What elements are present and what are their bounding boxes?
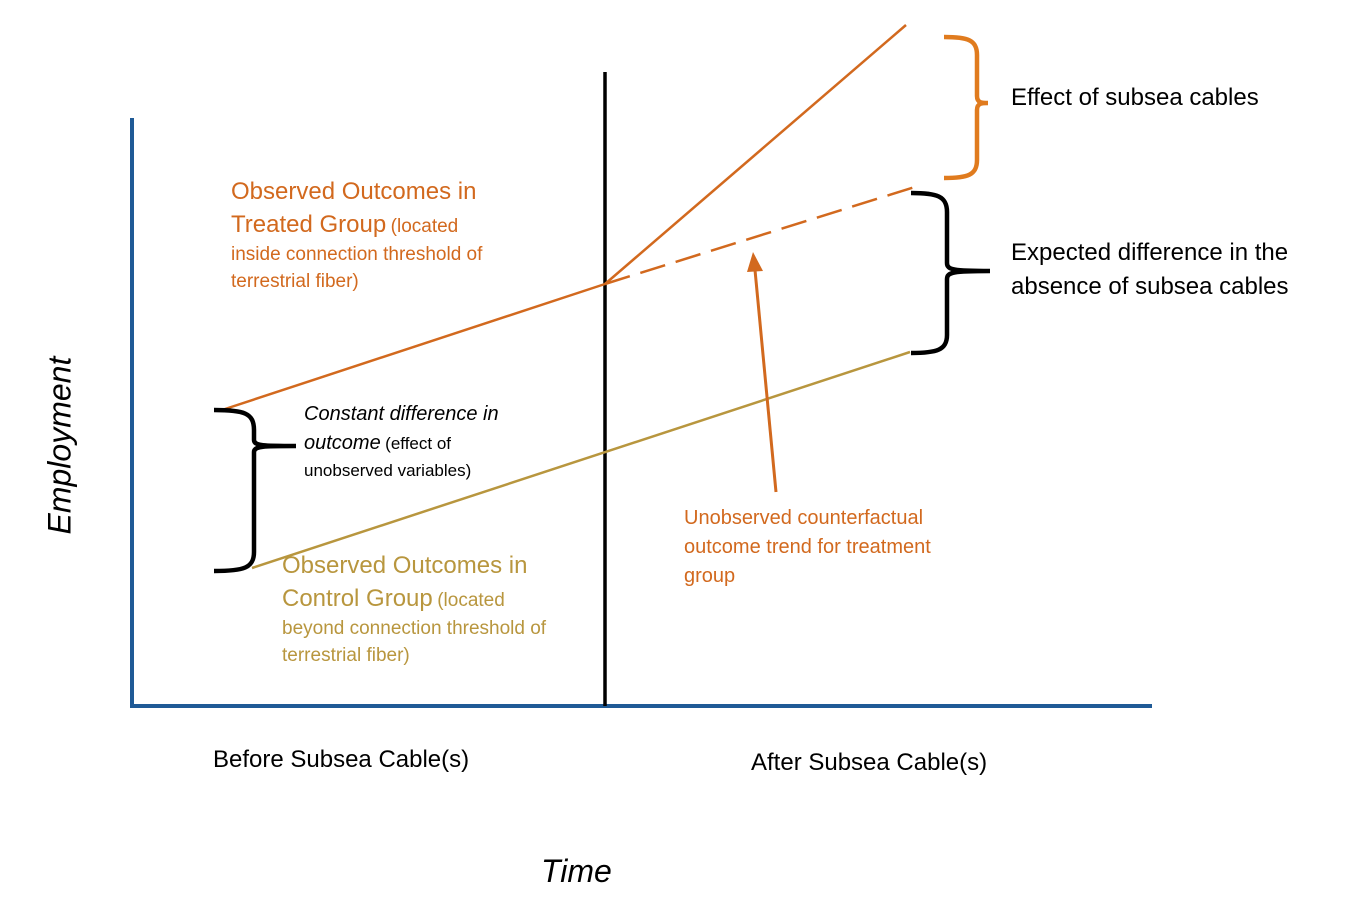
control-note-4: terrestrial fiber) (282, 645, 410, 666)
constant-diff-line-2-rest: (effect of (385, 434, 452, 453)
expected-difference-label: Expected difference in the absence of su… (1011, 236, 1289, 304)
constant-difference-label: Constant difference in outcome (effect o… (304, 400, 499, 484)
expected-difference-brace (910, 190, 991, 356)
counterfactual-label: Unobserved counterfactual outcome trend … (684, 504, 931, 591)
counterfactual-dashed-line (604, 184, 919, 286)
constant-difference-brace (213, 407, 297, 574)
x-axis-label: Time (541, 853, 612, 889)
treated-title-1: Observed Outcomes in (231, 178, 477, 205)
after-period-label: After Subsea Cable(s) (751, 749, 988, 776)
expected-diff-line-2: absence of subsea cables (1011, 273, 1289, 300)
treated-note-3: inside connection threshold of (231, 244, 483, 265)
effect-brace (943, 34, 989, 181)
constant-diff-line-3: unobserved variables) (304, 461, 472, 480)
treated-title-2: Treated Group (231, 211, 387, 238)
treated-line-after (604, 24, 907, 285)
counterfactual-arrow-head (747, 252, 763, 272)
control-note-2: (located (437, 590, 505, 611)
effect-label: Effect of subsea cables (1011, 84, 1259, 111)
counterfactual-line-2: outcome trend for treatment (684, 536, 931, 558)
treated-group-label: Observed Outcomes in Treated Group (loca… (231, 175, 482, 295)
counterfactual-arrow-shaft (753, 269, 778, 493)
constant-diff-line-2-italic: outcome (304, 432, 381, 454)
control-note-3: beyond connection threshold of (282, 618, 547, 639)
expected-diff-line-1: Expected difference in the (1011, 239, 1289, 266)
treated-line-before (221, 282, 606, 412)
control-title-1: Observed Outcomes in (282, 552, 528, 579)
counterfactual-line-1: Unobserved counterfactual (684, 507, 924, 529)
before-period-label: Before Subsea Cable(s) (213, 746, 470, 773)
constant-diff-line-1: Constant difference in (304, 403, 499, 425)
control-line (251, 350, 911, 570)
counterfactual-line-3: group (684, 565, 736, 587)
treated-note-2: (located (390, 216, 459, 237)
control-title-2: Control Group (282, 585, 433, 612)
treated-note-4: terrestrial fiber) (231, 271, 359, 292)
control-group-label: Observed Outcomes in Control Group (loca… (282, 549, 546, 669)
y-axis-label: Employment (41, 356, 78, 535)
